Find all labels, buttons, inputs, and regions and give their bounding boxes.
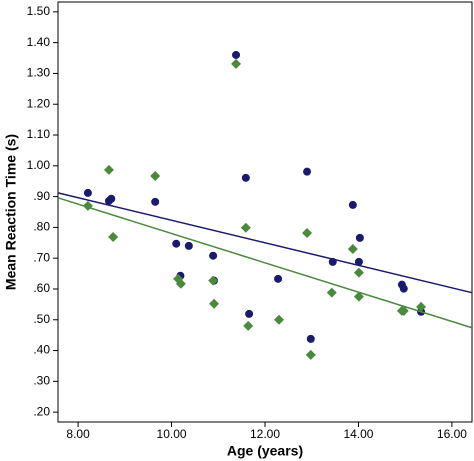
point <box>240 222 251 233</box>
y-tick-label: 1.20 <box>27 96 51 110</box>
y-tick-label: 1.40 <box>27 35 51 49</box>
y-axis-title: Mean Reaction Time (s) <box>3 134 19 290</box>
point <box>241 173 250 182</box>
point <box>232 50 241 59</box>
point <box>399 284 408 293</box>
point <box>209 298 220 309</box>
point <box>398 305 409 316</box>
point <box>274 314 285 325</box>
point <box>347 243 358 254</box>
y-tick-label: .80 <box>33 220 50 234</box>
y-tick-label: .20 <box>33 404 50 418</box>
point <box>416 301 427 312</box>
y-tick-label: 1.50 <box>27 4 51 18</box>
x-axis-title: Age (years) <box>227 443 303 459</box>
point <box>302 227 313 238</box>
point <box>353 291 364 302</box>
point <box>305 349 316 360</box>
y-tick-label: .40 <box>33 343 50 357</box>
point <box>103 164 114 175</box>
point <box>245 309 254 318</box>
point <box>150 170 161 181</box>
y-tick-label: 1.00 <box>27 158 51 172</box>
point <box>274 274 283 283</box>
y-tick-label: .60 <box>33 281 50 295</box>
point <box>82 200 93 211</box>
x-tick-label: 10.00 <box>157 427 187 441</box>
x-tick-label: 12.00 <box>250 427 280 441</box>
y-tick-label: .30 <box>33 374 50 388</box>
y-tick-label: 1.30 <box>27 66 51 80</box>
point <box>83 188 92 197</box>
point <box>326 287 337 298</box>
plot-frame <box>57 1 473 423</box>
x-tick-label: 14.00 <box>343 427 373 441</box>
point <box>151 197 160 206</box>
point <box>348 200 357 209</box>
point <box>328 257 337 266</box>
fit-line <box>57 192 473 294</box>
point <box>209 251 218 260</box>
point <box>355 233 364 242</box>
point <box>175 278 186 289</box>
x-tick-label: 8.00 <box>66 427 90 441</box>
point <box>208 275 219 286</box>
y-tick-label: .50 <box>33 312 50 326</box>
point <box>108 231 119 242</box>
point <box>354 257 363 266</box>
point <box>104 196 113 205</box>
point <box>306 334 315 343</box>
point <box>243 320 254 331</box>
point <box>303 167 312 176</box>
point <box>172 239 181 248</box>
point <box>353 267 364 278</box>
fit-line <box>57 197 473 329</box>
y-tick-label: .70 <box>33 250 50 264</box>
point <box>231 58 242 69</box>
point <box>184 241 193 250</box>
x-tick-label: 16.00 <box>437 427 467 441</box>
y-tick-label: 1.10 <box>27 127 51 141</box>
y-tick-label: .90 <box>33 189 50 203</box>
